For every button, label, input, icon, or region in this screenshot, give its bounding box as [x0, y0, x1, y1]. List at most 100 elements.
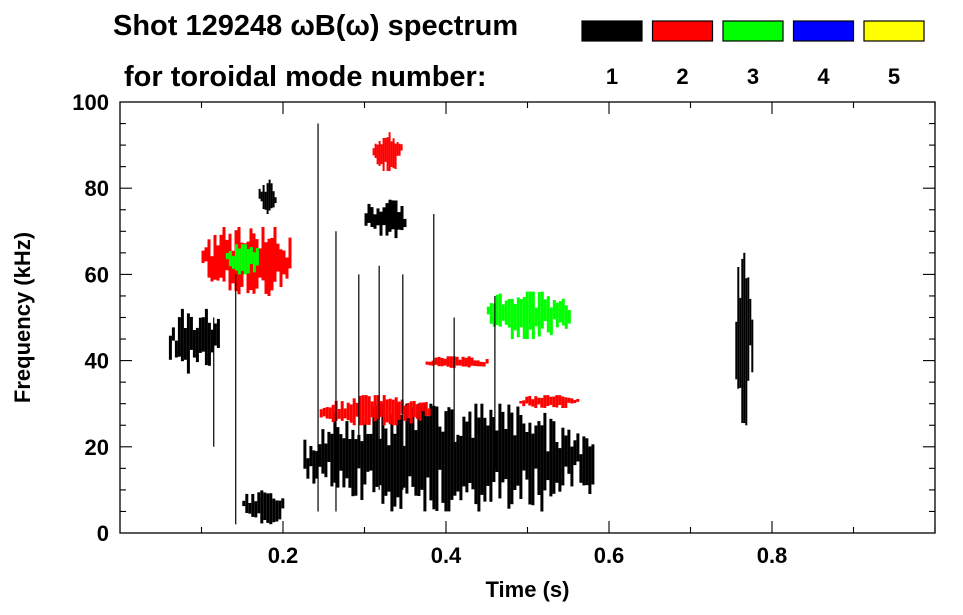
- spectral-stripe: [434, 357, 438, 365]
- spectral-stripe: [216, 318, 220, 348]
- spectral-stripe: [382, 138, 385, 171]
- spectral-stripe: [489, 409, 493, 502]
- spectral-stripe: [531, 433, 535, 506]
- spectral-stripe: [504, 300, 508, 325]
- spectral-stripe: [431, 360, 435, 366]
- spectral-stripe: [450, 409, 454, 500]
- spectral-stripe: [263, 492, 267, 520]
- chart-subtitle: for toroidal mode number:: [124, 61, 487, 93]
- spectral-stripe: [386, 137, 389, 171]
- spectral-stripe: [543, 299, 547, 322]
- spectral-stripe: [180, 308, 184, 362]
- spectral-stripe: [367, 396, 371, 425]
- spectral-stripe: [489, 303, 493, 324]
- spectral-stripe: [372, 407, 376, 493]
- spectral-stripe: [267, 238, 271, 296]
- spectral-stripe: [585, 438, 589, 486]
- spectral-stripe: [315, 451, 319, 479]
- spectral-stripe: [392, 138, 395, 169]
- spectral-stripe: [270, 237, 274, 291]
- spectral-stripe: [376, 144, 379, 165]
- x-tick-label: 0.4: [431, 543, 462, 568]
- spectral-stripe: [397, 401, 401, 420]
- spectral-stripe: [501, 304, 505, 321]
- spectral-stripe: [747, 277, 750, 381]
- tick-labels: 0.2 0.4 0.6 0.8 0 20 40 60 80 100: [72, 90, 787, 568]
- y-axis-label: Frequency (kHz): [10, 232, 35, 403]
- spectral-stripe: [255, 248, 259, 266]
- spectral-stripe: [519, 401, 523, 404]
- spectral-stripe: [270, 183, 273, 209]
- spectral-stripe: [498, 293, 502, 327]
- spectral-stripe: [352, 398, 356, 426]
- plot-area: [168, 123, 754, 525]
- spectral-stripe: [336, 427, 340, 488]
- spectral-stripe: [582, 436, 586, 486]
- spectral-stripe: [378, 438, 382, 486]
- spectral-stripe: [495, 430, 499, 472]
- spectral-stripe: [534, 425, 538, 469]
- x-tick-label: 0.8: [757, 543, 788, 568]
- spectral-stripe: [390, 414, 394, 512]
- spectral-stripe: [555, 442, 559, 483]
- spectral-stripe: [333, 411, 337, 483]
- spectral-stripe: [376, 395, 380, 419]
- spectral-stripe: [358, 395, 362, 426]
- spectral-stripe: [534, 396, 538, 408]
- spectral-stripe: [459, 435, 463, 501]
- spectral-stripe: [388, 398, 392, 425]
- spectral-region-n3: [225, 244, 259, 275]
- spectral-stripe: [428, 361, 432, 366]
- spectral-stripe: [384, 428, 388, 496]
- spectral-region-n1: [735, 252, 754, 426]
- spectral-stripe: [219, 234, 223, 278]
- spectral-stripe: [470, 357, 474, 366]
- spectral-stripe: [388, 199, 392, 232]
- spectral-stripe: [456, 434, 460, 492]
- y-tick-label: 100: [72, 90, 109, 115]
- spectral-stripe: [396, 403, 400, 498]
- spectral-stripe: [385, 203, 389, 236]
- spectral-region-n1: [168, 308, 220, 374]
- spectral-region-n1: [258, 179, 277, 214]
- spectral-stripe: [461, 356, 465, 367]
- spectral-stripe: [408, 418, 412, 477]
- spectral-stripe: [366, 433, 370, 472]
- spectral-stripe: [258, 248, 262, 278]
- spectral-stripe: [525, 291, 529, 339]
- spectral-stripe: [384, 137, 387, 162]
- spectral-stripe: [264, 191, 267, 210]
- spectral-stripe: [272, 498, 276, 523]
- spectral-stripe: [248, 503, 252, 514]
- spectral-stripe: [403, 405, 407, 421]
- spectral-stripe: [400, 144, 403, 151]
- spectral-stripe: [213, 323, 217, 346]
- spectral-stripe: [411, 407, 415, 487]
- spectral-stripe: [531, 291, 535, 339]
- spectral-stripe: [373, 214, 377, 229]
- spectral-stripe: [513, 435, 517, 490]
- y-tick-label: 60: [85, 262, 109, 287]
- spectral-stripe: [516, 406, 520, 486]
- spectral-stripe: [225, 253, 229, 260]
- spectral-stripe: [552, 396, 556, 408]
- spectral-stripe: [429, 403, 433, 501]
- spectral-stripe: [318, 444, 322, 467]
- spectral-stripe: [552, 300, 556, 320]
- spectral-stripe: [399, 414, 403, 509]
- spectral-stripe: [449, 356, 453, 368]
- spectral-stripe: [369, 433, 373, 471]
- spectral-stripe: [364, 213, 368, 226]
- spectral-stripe: [453, 441, 457, 496]
- spectral-stripe: [458, 359, 462, 366]
- spectral-stripe: [303, 439, 307, 469]
- spectral-stripe: [339, 434, 343, 471]
- spectral-stripe: [370, 401, 374, 418]
- spectral-stripe: [260, 191, 263, 202]
- spectral-stripe: [414, 430, 418, 496]
- spectral-stripe: [400, 206, 404, 231]
- spectral-stripe: [367, 203, 371, 223]
- spectral-stripe: [543, 412, 547, 491]
- spectral-stripe: [482, 362, 486, 367]
- spectral-stripe: [281, 498, 285, 509]
